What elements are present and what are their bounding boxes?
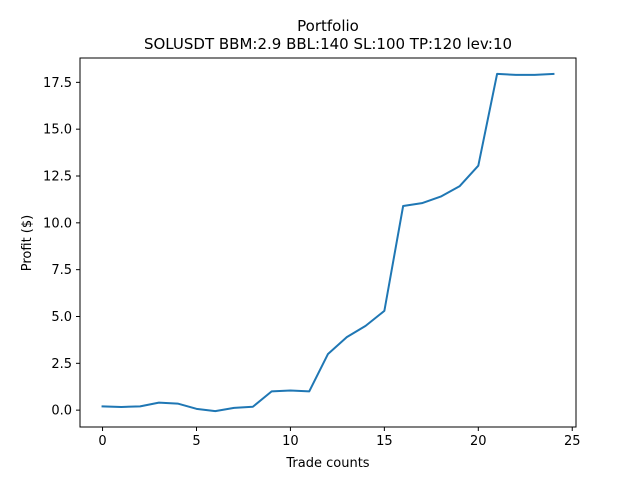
x-tick-label: 20	[470, 434, 487, 449]
series-group	[101, 72, 555, 413]
x-tick-label: 25	[564, 434, 581, 449]
y-tick-label: 12.5	[43, 170, 72, 185]
x-tick-label: 10	[282, 434, 299, 449]
chart-subtitle: SOLUSDT BBM:2.9 BBL:140 SL:100 TP:120 le…	[144, 35, 512, 53]
plot-area-frame	[79, 57, 577, 428]
y-tick-label: 0.0	[51, 404, 72, 419]
y-axis: 0.0 2.5 5.0 7.5 10.0 12.5 15.0 17.5	[43, 76, 80, 419]
y-tick-label: 10.0	[43, 216, 72, 231]
chart-title: Portfolio	[297, 17, 359, 35]
series-line	[101, 72, 555, 413]
y-tick-label: 17.5	[43, 76, 72, 91]
x-tick-label: 0	[98, 434, 106, 449]
x-tick-label: 15	[376, 434, 393, 449]
x-axis-label: Trade counts	[285, 456, 369, 471]
y-tick-label: 2.5	[51, 357, 72, 372]
x-tick-label: 5	[192, 434, 200, 449]
y-tick-label: 5.0	[51, 310, 72, 325]
y-tick-label: 7.5	[51, 263, 72, 278]
x-axis: 0 5 10 15 20 25	[98, 427, 581, 449]
y-axis-label: Profit ($)	[20, 215, 35, 271]
y-tick-label: 15.0	[43, 123, 72, 138]
